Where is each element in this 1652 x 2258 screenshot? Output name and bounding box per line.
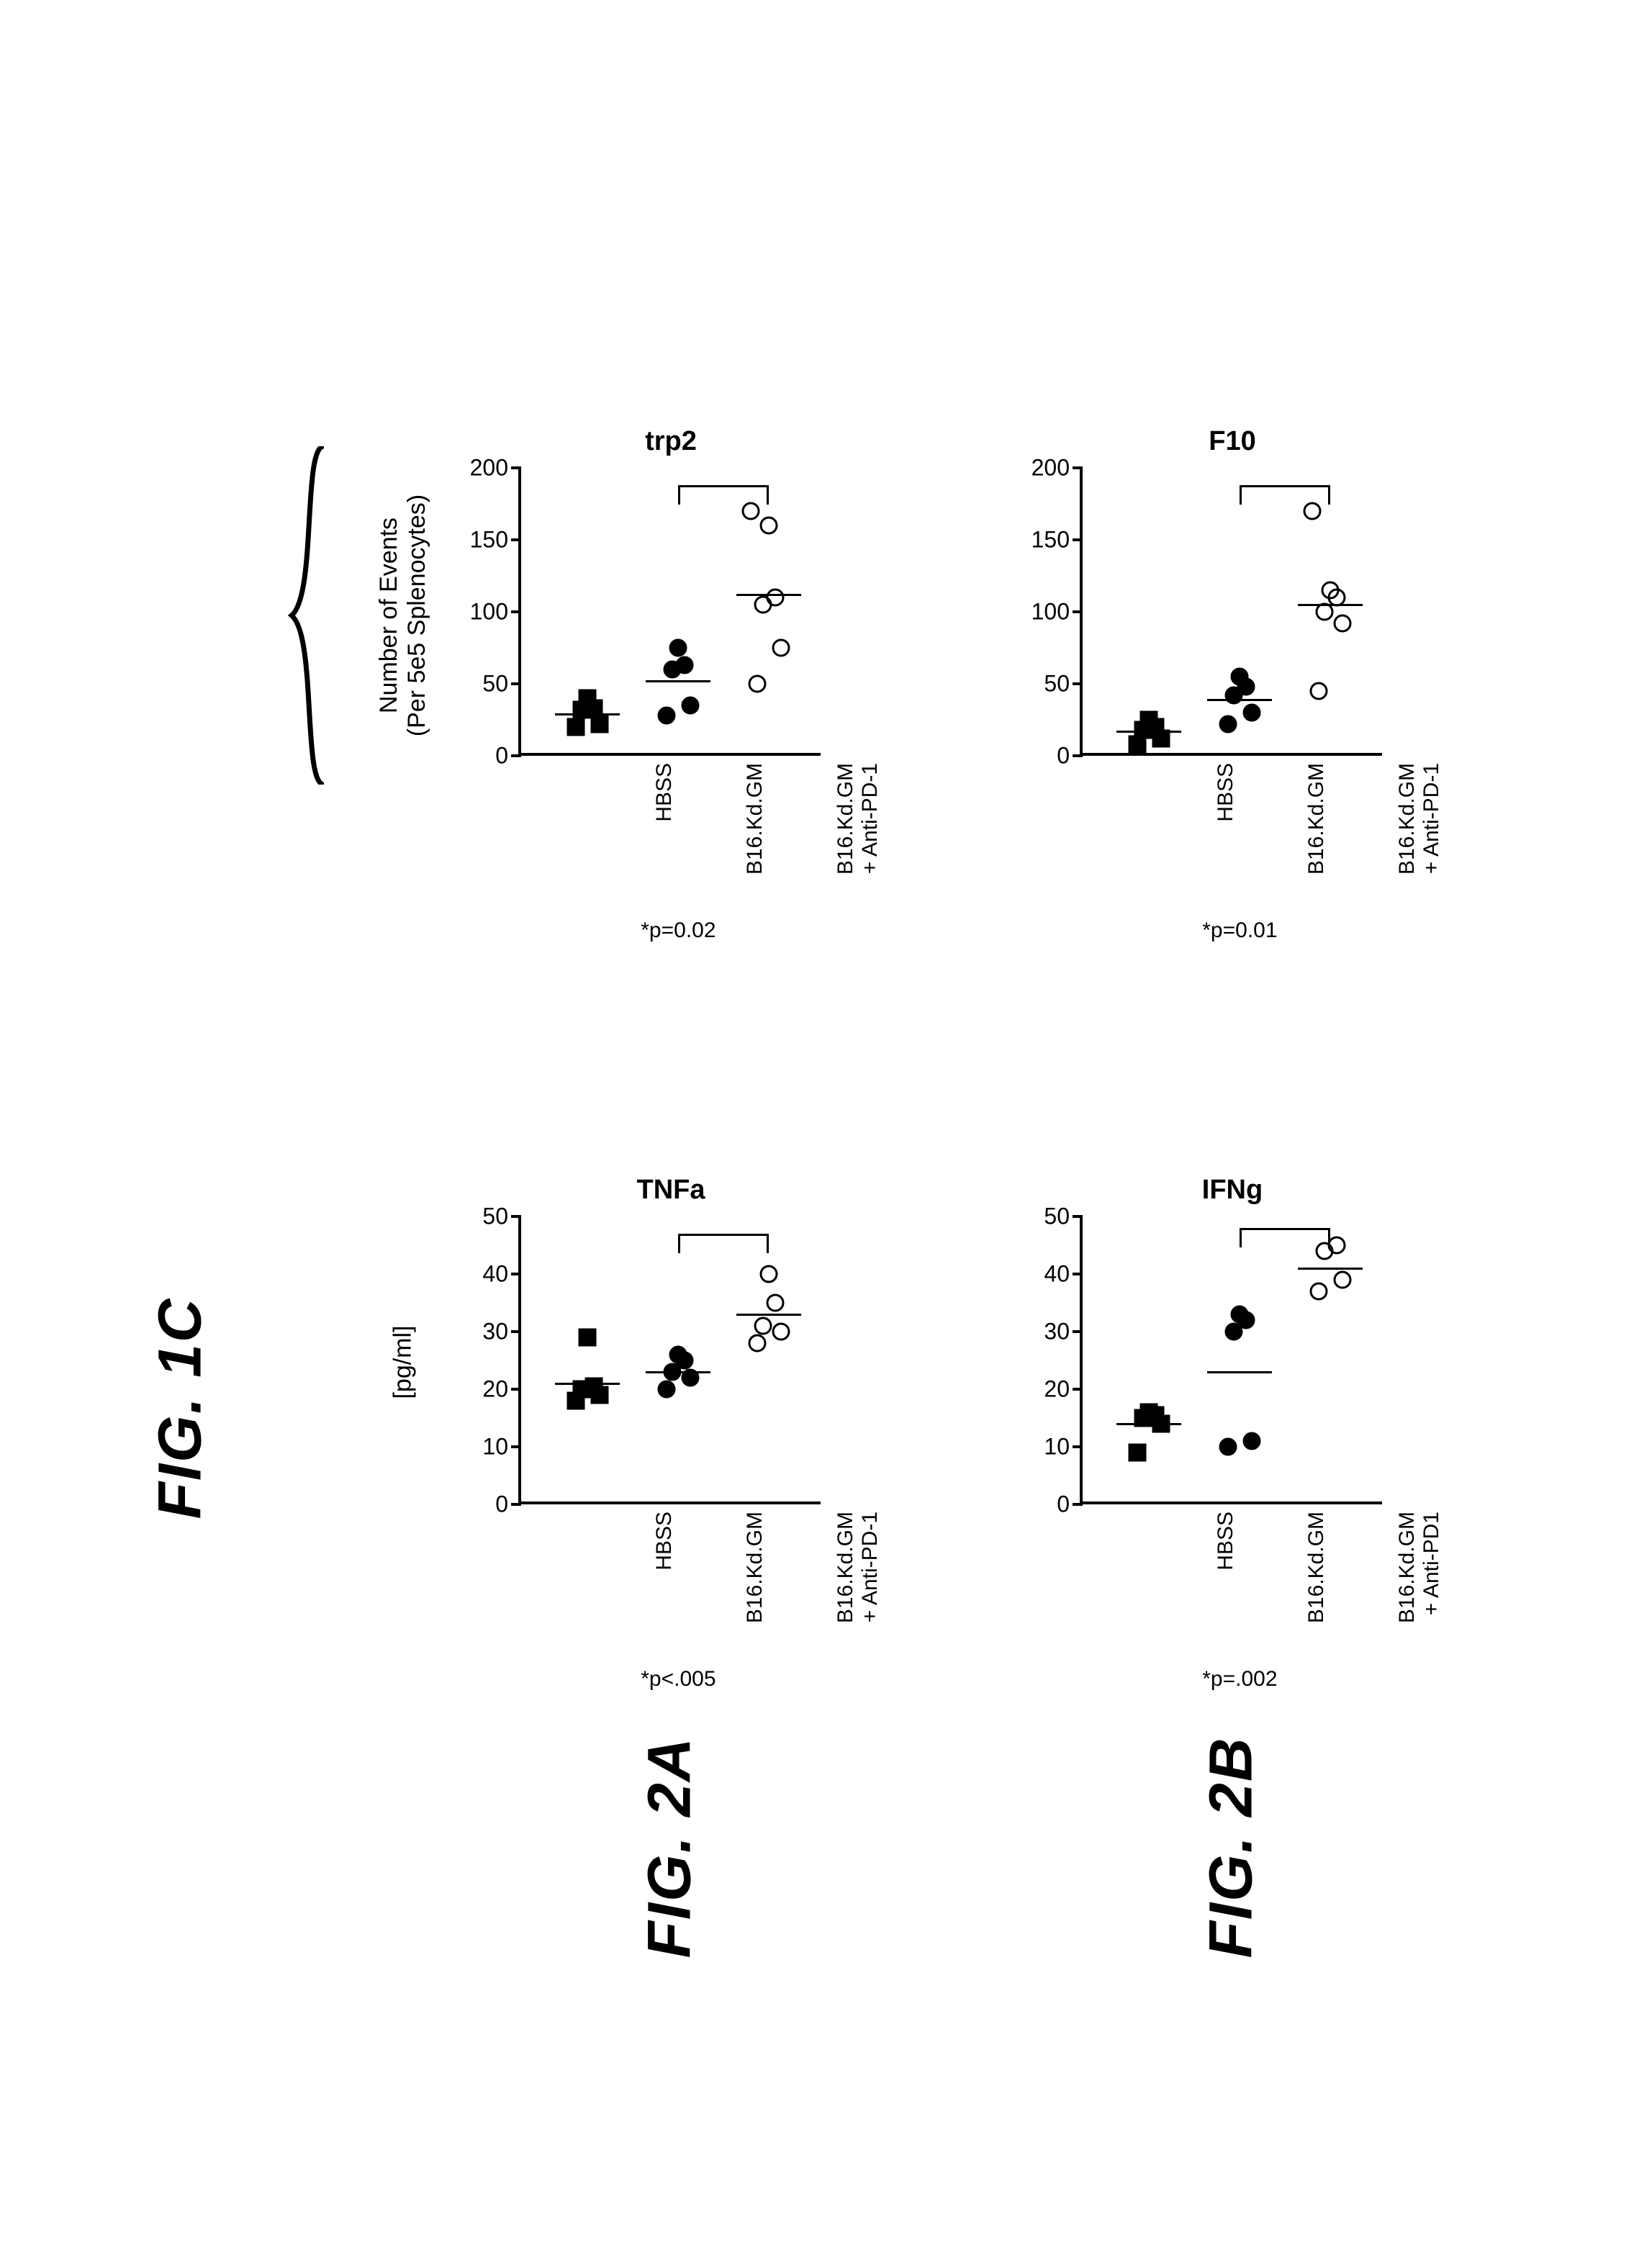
- ytick-label: 10: [1044, 1434, 1070, 1460]
- mean-line: [555, 1383, 620, 1385]
- ytick-label: 50: [1044, 671, 1070, 697]
- ytick: [1073, 1330, 1083, 1333]
- ytick: [511, 754, 521, 757]
- yaxis-label-bottom-row: [pg/ml]: [389, 1276, 417, 1449]
- ytick: [511, 1330, 521, 1333]
- ytick: [1073, 466, 1083, 469]
- ytick: [511, 538, 521, 541]
- xtick-label: B16.Kd.GM: [1304, 1512, 1329, 1670]
- plot-area: F10050100150200HBSSB16.Kd.GMB16.Kd.GM+ A…: [1080, 468, 1382, 756]
- xtick-label: B16.Kd.GM: [743, 763, 767, 921]
- significance-bracket: [1240, 1228, 1330, 1230]
- ytick-label: 50: [482, 1203, 508, 1230]
- mean-line: [1116, 731, 1181, 733]
- ytick-label: 150: [1032, 527, 1070, 554]
- xtick-label: HBSS: [1214, 763, 1238, 921]
- page-root: Number of Events(Per 5e5 Splenocytes) [p…: [0, 0, 1652, 2258]
- ytick-label: 100: [1032, 599, 1070, 626]
- xtick-label: HBSS: [1214, 1512, 1238, 1670]
- ytick-label: 0: [495, 743, 508, 769]
- ytick-label: 100: [470, 599, 508, 626]
- ytick-label: 30: [482, 1319, 508, 1345]
- mean-line: [555, 713, 620, 715]
- ytick: [511, 682, 521, 685]
- ytick: [511, 610, 521, 613]
- xtick-label: HBSS: [652, 1512, 677, 1670]
- p-value-label: *p<.005: [641, 1667, 716, 1692]
- xtick-label: B16.Kd.GM+ Anti-PD-1: [1395, 763, 1444, 921]
- ytick: [511, 1215, 521, 1218]
- figure-label-2b: FIG. 2B: [1196, 1718, 1266, 1977]
- group-brace: [288, 446, 331, 785]
- xtick-label: B16.Kd.GM: [1304, 763, 1329, 921]
- ytick-label: 200: [470, 455, 508, 482]
- ytick-label: 0: [1057, 1491, 1070, 1518]
- ytick: [511, 1273, 521, 1275]
- ytick: [511, 1388, 521, 1391]
- plot-area: IFNg01020304050HBSSB16.Kd.GMB16.Kd.GM+ A…: [1080, 1216, 1382, 1504]
- ytick-label: 200: [1032, 455, 1070, 482]
- ytick-label: 30: [1044, 1319, 1070, 1345]
- xtick-label: B16.Kd.GM: [743, 1512, 767, 1670]
- xtick-label: B16.Kd.GM+ Anti-PD1: [1395, 1512, 1444, 1670]
- mean-line: [646, 680, 710, 682]
- ytick-label: 0: [1057, 743, 1070, 769]
- xtick-label: HBSS: [652, 763, 677, 921]
- ytick-label: 40: [1044, 1261, 1070, 1288]
- ytick-label: 20: [1044, 1376, 1070, 1403]
- mean-line: [736, 594, 801, 596]
- ytick-label: 20: [482, 1376, 508, 1403]
- mean-line: [1207, 1371, 1272, 1373]
- ytick: [1073, 1273, 1083, 1275]
- mean-line: [1116, 1423, 1181, 1425]
- ytick: [1073, 1445, 1083, 1448]
- ytick: [1073, 1215, 1083, 1218]
- mean-line: [736, 1314, 801, 1316]
- p-value-label: *p=0.01: [1202, 918, 1277, 943]
- ytick-label: 150: [470, 527, 508, 554]
- ytick: [1073, 682, 1083, 685]
- plot-area: trp2050100150200HBSSB16.Kd.GMB16.Kd.GM+ …: [518, 468, 821, 756]
- ytick: [1073, 610, 1083, 613]
- mean-line: [1298, 604, 1363, 606]
- xtick-label: B16.Kd.GM+ Anti-PD-1: [834, 1512, 883, 1670]
- plot-area: TNFa01020304050HBSSB16.Kd.GMB16.Kd.GM+ A…: [518, 1216, 821, 1504]
- chart-tnfa: TNFa01020304050HBSSB16.Kd.GMB16.Kd.GM+ A…: [518, 1216, 823, 1507]
- chart-ifng: IFNg01020304050HBSSB16.Kd.GMB16.Kd.GM+ A…: [1080, 1216, 1385, 1507]
- p-value-label: *p=.002: [1202, 1667, 1277, 1692]
- significance-bracket: [678, 1234, 769, 1236]
- ytick: [511, 466, 521, 469]
- p-value-label: *p=0.02: [641, 918, 716, 943]
- mean-line: [1207, 699, 1272, 701]
- ytick-label: 10: [482, 1434, 508, 1460]
- plot-title: TNFa: [637, 1175, 705, 1206]
- chart-trp2: trp2050100150200HBSSB16.Kd.GMB16.Kd.GM+ …: [518, 468, 823, 759]
- chart-f10: F10050100150200HBSSB16.Kd.GMB16.Kd.GM+ A…: [1080, 468, 1385, 759]
- significance-bracket: [678, 485, 769, 487]
- yaxis-label-top-row: Number of Events(Per 5e5 Splenocytes): [375, 464, 431, 767]
- plot-title: trp2: [645, 426, 697, 457]
- ytick: [511, 1445, 521, 1448]
- ytick-label: 0: [495, 1491, 508, 1518]
- significance-bracket: [1240, 485, 1330, 487]
- ytick: [1073, 538, 1083, 541]
- figure-label-1c: FIG. 1C: [145, 1279, 215, 1538]
- ytick: [1073, 1388, 1083, 1391]
- ytick-label: 50: [1044, 1203, 1070, 1230]
- ytick-label: 40: [482, 1261, 508, 1288]
- figure-label-2a: FIG. 2A: [635, 1718, 705, 1977]
- mean-line: [1298, 1268, 1363, 1270]
- ytick: [511, 1503, 521, 1506]
- ytick: [1073, 754, 1083, 757]
- plot-title: F10: [1209, 426, 1255, 457]
- ytick-label: 50: [482, 671, 508, 697]
- plot-title: IFNg: [1202, 1175, 1263, 1206]
- ytick: [1073, 1503, 1083, 1506]
- xtick-label: B16.Kd.GM+ Anti-PD-1: [834, 763, 883, 921]
- mean-line: [646, 1371, 710, 1373]
